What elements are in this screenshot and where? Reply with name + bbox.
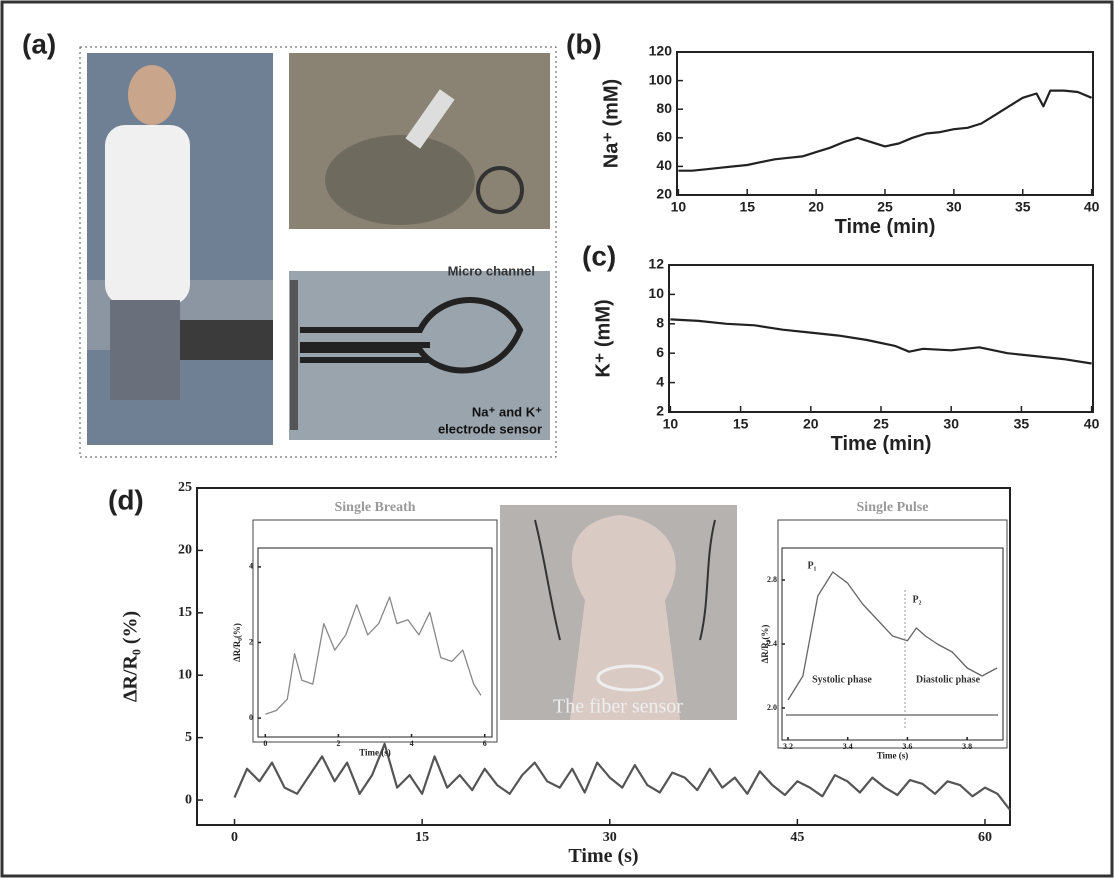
- y-tick-label: 0: [249, 713, 253, 722]
- y-tick-label: 4: [249, 562, 253, 571]
- x-tick-label: 10: [671, 198, 687, 214]
- y-tick-label: 10: [648, 285, 664, 301]
- x-tick-label: 6: [483, 739, 487, 748]
- x-tick-label: 30: [603, 830, 617, 845]
- y-tick-label: 5: [185, 730, 192, 745]
- y-tick-label: 100: [649, 71, 673, 87]
- wrist-photo: The fiber sensor: [500, 505, 737, 720]
- photo-label: electrode sensor: [438, 421, 542, 436]
- sensor-photo: Micro channel Na⁺ and K⁺ electrode senso…: [289, 263, 550, 440]
- x-tick-label: 25: [873, 415, 889, 431]
- x-tick-label: 30: [943, 415, 959, 431]
- x-tick-label: 0: [263, 739, 267, 748]
- inset-title: Single Pulse: [857, 500, 929, 515]
- figure: (a) (b) (c) (d) Micro channel Na⁺ and K⁺…: [0, 0, 1114, 878]
- x-tick-label: 3.4: [843, 742, 853, 751]
- y-tick-label: 20: [656, 186, 672, 202]
- y-axis-label: ΔR/R₀ (%): [120, 611, 142, 702]
- x-axis-label: Time (min): [831, 433, 932, 455]
- photo-label: Na⁺ and K⁺: [472, 404, 542, 419]
- y-tick-label: 10: [178, 667, 192, 682]
- panel-label: (d): [108, 484, 144, 515]
- x-tick-label: 20: [803, 415, 819, 431]
- x-tick-label: 45: [790, 830, 804, 845]
- y-axis-label: ΔR/R₀(%): [232, 623, 242, 662]
- x-tick-label: 0: [231, 830, 238, 845]
- runner-photo: [87, 53, 273, 445]
- annotation: P₂: [912, 594, 921, 605]
- x-tick-label: 40: [1084, 415, 1100, 431]
- y-tick-label: 12: [648, 256, 664, 272]
- x-tick-label: 15: [733, 415, 749, 431]
- x-tick-label: 15: [415, 830, 429, 845]
- x-axis-label: Time (min): [835, 216, 936, 238]
- y-axis-label: K⁺ (mM): [592, 299, 614, 377]
- y-tick-label: 6: [656, 344, 664, 360]
- x-axis-label: Time (s): [568, 845, 638, 867]
- y-axis-label: Na⁺ (mM): [600, 79, 622, 168]
- y-tick-label: 25: [178, 480, 192, 495]
- chart: 0 2 4 6 0 2 4 Time (s) ΔR/R₀(%) Single Breath: [232, 500, 497, 757]
- y-tick-label: 2: [249, 637, 253, 646]
- annotation: P₁: [807, 560, 816, 571]
- y-tick-label: 20: [178, 543, 192, 558]
- x-tick-label: 30: [946, 198, 962, 214]
- y-tick-label: 40: [656, 157, 672, 173]
- y-tick-label: 0: [185, 792, 192, 807]
- y-tick-label: 2.0: [767, 703, 777, 712]
- x-tick-label: 4: [410, 739, 414, 748]
- y-tick-label: 120: [649, 43, 673, 59]
- annotation: Systolic phase: [812, 674, 872, 685]
- y-tick-label: 80: [656, 100, 672, 116]
- x-tick-label: 20: [808, 198, 824, 214]
- y-tick-label: 60: [656, 129, 672, 145]
- x-tick-label: 10: [663, 415, 679, 431]
- x-tick-label: 3.8: [962, 742, 972, 751]
- x-tick-label: 25: [877, 198, 893, 214]
- x-tick-label: 40: [1084, 198, 1100, 214]
- y-axis-label: ΔR/R₀(%): [760, 625, 770, 664]
- inset-frame: [778, 520, 1007, 748]
- x-tick-label: 3.2: [783, 742, 793, 751]
- y-tick-label: 8: [656, 315, 664, 331]
- panel-label: (a): [22, 28, 56, 59]
- inset-title: Single Breath: [334, 500, 415, 515]
- x-tick-label: 2: [336, 739, 340, 748]
- x-tick-label: 60: [978, 830, 992, 845]
- x-axis-label: Time (s): [359, 747, 391, 757]
- patch-photo: [289, 53, 550, 229]
- y-tick-label: 2.8: [767, 575, 777, 584]
- annotation: Diastolic phase: [916, 674, 981, 685]
- x-tick-label: 35: [1015, 198, 1031, 214]
- x-axis-label: Time (s): [877, 750, 909, 760]
- panel-label: (b): [566, 28, 602, 59]
- inset-frame: [253, 520, 497, 742]
- y-tick-label: 4: [656, 373, 664, 389]
- y-tick-label: 2: [656, 403, 664, 419]
- photo-label: The fiber sensor: [553, 696, 683, 718]
- x-tick-label: 35: [1014, 415, 1030, 431]
- photo-label: Micro channel: [448, 263, 535, 278]
- x-tick-label: 15: [739, 198, 755, 214]
- y-tick-label: 15: [178, 605, 192, 620]
- panel-label: (c): [582, 240, 616, 271]
